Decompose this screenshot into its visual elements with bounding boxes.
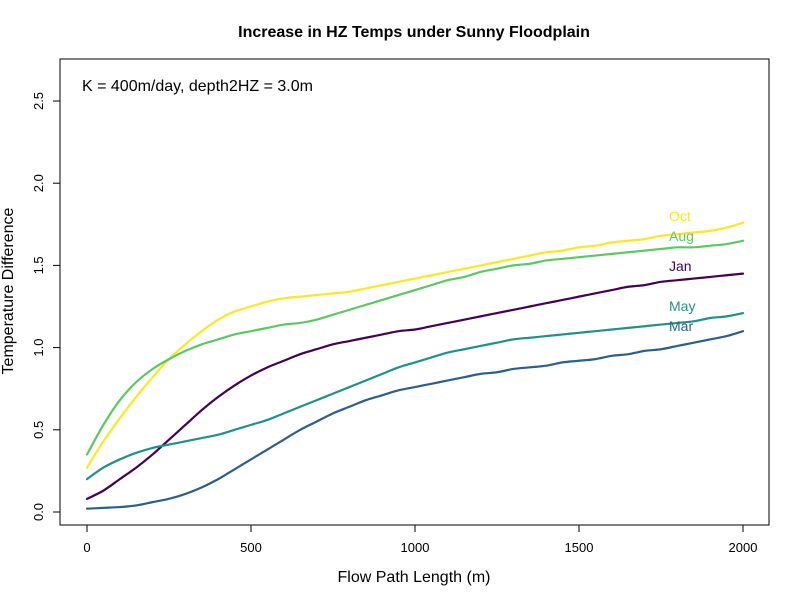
series-labels: Oct Aug Jan May Mar [669, 208, 695, 334]
x-tick-label: 1500 [565, 540, 594, 555]
series-label-oct: Oct [669, 208, 691, 224]
series-label-jan: Jan [669, 258, 692, 274]
series-line-oct [85, 221, 745, 469]
x-axis: 0 500 1000 1500 2000 [83, 524, 758, 555]
y-axis: 0.0 0.5 1.0 1.5 2.0 2.5 [31, 92, 61, 521]
series-label-mar: Mar [669, 318, 693, 334]
x-tick-label: 1000 [401, 540, 430, 555]
y-tick-label: 1.0 [31, 339, 46, 357]
x-tick-label: 500 [240, 540, 262, 555]
y-axis-label: Temperature Difference [0, 207, 17, 374]
series-line-may [85, 311, 745, 481]
chart-title: Increase in HZ Temps under Sunny Floodpl… [238, 24, 590, 41]
plot-frame [59, 58, 770, 526]
x-tick-label: 0 [83, 540, 90, 555]
series-label-aug: Aug [669, 228, 694, 244]
y-tick-label: 0.0 [31, 503, 46, 521]
series-line-mar [85, 330, 745, 510]
x-axis-label: Flow Path Length (m) [338, 569, 491, 586]
series-lines [85, 221, 745, 510]
series-label-may: May [669, 298, 695, 314]
y-tick-label: 2.5 [31, 92, 46, 110]
series-line-aug [85, 239, 745, 456]
x-tick-label: 2000 [729, 540, 758, 555]
plot-annotation: K = 400m/day, depth2HZ = 3.0m [82, 78, 313, 95]
y-tick-label: 0.5 [31, 421, 46, 439]
series-line-jan [85, 272, 745, 500]
y-tick-label: 1.5 [31, 256, 46, 274]
y-tick-label: 2.0 [31, 174, 46, 192]
